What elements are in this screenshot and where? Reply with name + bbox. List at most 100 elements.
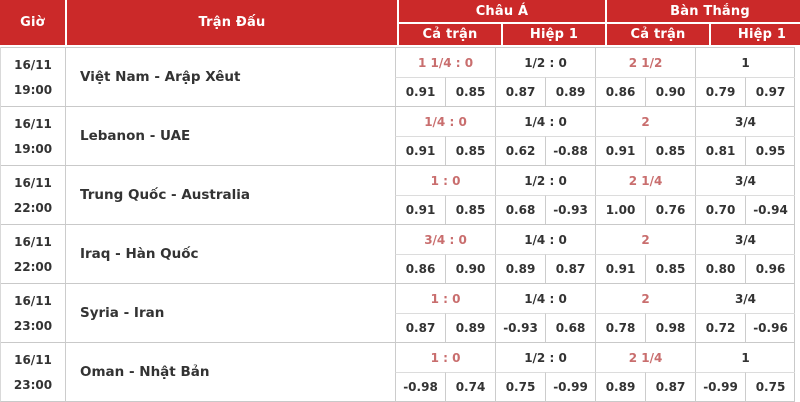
- match-row: 16/11 19:00 Lebanon - UAE 1/4 : 0 1/4 : …: [1, 106, 795, 165]
- goals-half-handicap: 3/4: [695, 107, 795, 136]
- odds-asian-full-home: 0.91: [395, 77, 445, 106]
- odds-asian-full-home: 0.91: [395, 195, 445, 224]
- asian-full-handicap: 1 : 0: [395, 166, 495, 195]
- odds-goals-full-under: 0.90: [645, 77, 695, 106]
- asian-full-handicap: 3/4 : 0: [395, 225, 495, 254]
- match-date: 16/11: [14, 116, 52, 131]
- match-time-cell: 16/11 23:00: [1, 343, 65, 401]
- asian-half-handicap: 1/4 : 0: [495, 284, 595, 313]
- match-column-header: Trận Đấu: [67, 0, 397, 45]
- match-kickoff: 22:00: [13, 259, 53, 274]
- odds-asian-full-away: 0.74: [445, 372, 495, 401]
- match-row: 16/11 23:00 Oman - Nhật Bản 1 : 0 1/2 : …: [1, 342, 795, 401]
- odds-goals-half-under: 0.97: [745, 77, 795, 106]
- goals-full-handicap: 2 1/4: [595, 166, 695, 195]
- match-teams: Trung Quốc - Australia: [65, 166, 395, 224]
- odds-goals-half-under: 0.96: [745, 254, 795, 283]
- odds-asian-full-home: 0.87: [395, 313, 445, 342]
- odds-goals-full-over: 0.86: [595, 77, 645, 106]
- odds-goals-full-under: 0.98: [645, 313, 695, 342]
- odds-asian-half-away: 0.87: [545, 254, 595, 283]
- match-time-cell: 16/11 19:00: [1, 48, 65, 106]
- asian-full-header: Cả trận: [399, 24, 501, 45]
- table-header: Giờ Trận Đấu Châu Á Bàn Thắng Cả trận Hi…: [0, 0, 800, 45]
- match-date: 16/11: [14, 234, 52, 249]
- goals-half-handicap: 3/4: [695, 225, 795, 254]
- odds-asian-half-away: 0.89: [545, 77, 595, 106]
- odds-asian-half-away: -0.93: [545, 195, 595, 224]
- goals-half-handicap: 1: [695, 48, 795, 77]
- match-kickoff: 23:00: [13, 318, 53, 333]
- odds-asian-full-away: 0.85: [445, 136, 495, 165]
- match-teams: Syria - Iran: [65, 284, 395, 342]
- match-date: 16/11: [14, 293, 52, 308]
- asian-full-handicap: 1 1/4 : 0: [395, 48, 495, 77]
- odds-goals-full-over: 0.78: [595, 313, 645, 342]
- table-body: 16/11 19:00 Việt Nam - Arập Xêut 1 1/4 :…: [0, 47, 795, 402]
- match-time-cell: 16/11 22:00: [1, 166, 65, 224]
- match-teams: Oman - Nhật Bản: [65, 343, 395, 401]
- goals-half-handicap: 3/4: [695, 166, 795, 195]
- match-teams: Lebanon - UAE: [65, 107, 395, 165]
- asian-half-handicap: 1/4 : 0: [495, 107, 595, 136]
- odds-asian-full-away: 0.85: [445, 77, 495, 106]
- odds-goals-full-over: 0.91: [595, 254, 645, 283]
- match-row: 16/11 23:00 Syria - Iran 1 : 0 1/4 : 0 2…: [1, 283, 795, 342]
- asian-half-header: Hiệp 1: [503, 24, 605, 45]
- goals-half-header: Hiệp 1: [711, 24, 800, 45]
- asian-half-handicap: 1/2 : 0: [495, 343, 595, 372]
- match-kickoff: 19:00: [13, 82, 53, 97]
- goals-group-header: Bàn Thắng: [607, 0, 800, 22]
- odds-goals-half-over: -0.99: [695, 372, 745, 401]
- odds-asian-full-home: -0.98: [395, 372, 445, 401]
- match-time-cell: 16/11 22:00: [1, 225, 65, 283]
- asian-half-handicap: 1/4 : 0: [495, 225, 595, 254]
- asian-full-handicap: 1 : 0: [395, 284, 495, 313]
- match-row: 16/11 19:00 Việt Nam - Arập Xêut 1 1/4 :…: [1, 47, 795, 106]
- match-date: 16/11: [14, 352, 52, 367]
- asian-full-handicap: 1/4 : 0: [395, 107, 495, 136]
- odds-goals-full-under: 0.76: [645, 195, 695, 224]
- odds-goals-half-under: -0.96: [745, 313, 795, 342]
- odds-asian-half-home: 0.87: [495, 77, 545, 106]
- odds-asian-half-home: -0.93: [495, 313, 545, 342]
- odds-goals-half-under: 0.95: [745, 136, 795, 165]
- goals-full-handicap: 2 1/2: [595, 48, 695, 77]
- odds-goals-full-over: 1.00: [595, 195, 645, 224]
- odds-asian-half-home: 0.68: [495, 195, 545, 224]
- asian-half-handicap: 1/2 : 0: [495, 166, 595, 195]
- odds-asian-half-away: 0.68: [545, 313, 595, 342]
- match-row: 16/11 22:00 Iraq - Hàn Quốc 3/4 : 0 1/4 …: [1, 224, 795, 283]
- odds-asian-half-away: -0.99: [545, 372, 595, 401]
- match-time-cell: 16/11 23:00: [1, 284, 65, 342]
- odds-goals-full-under: 0.87: [645, 372, 695, 401]
- goals-half-handicap: 1: [695, 343, 795, 372]
- asian-handicap-group-header: Châu Á: [399, 0, 605, 22]
- odds-asian-full-away: 0.85: [445, 195, 495, 224]
- odds-goals-half-over: 0.72: [695, 313, 745, 342]
- odds-goals-half-over: 0.80: [695, 254, 745, 283]
- goals-full-handicap: 2 1/4: [595, 343, 695, 372]
- odds-asian-full-home: 0.91: [395, 136, 445, 165]
- match-date: 16/11: [14, 175, 52, 190]
- match-time-cell: 16/11 19:00: [1, 107, 65, 165]
- match-teams: Việt Nam - Arập Xêut: [65, 48, 395, 106]
- goals-full-header: Cả trận: [607, 24, 709, 45]
- goals-full-handicap: 2: [595, 107, 695, 136]
- odds-goals-half-over: 0.79: [695, 77, 745, 106]
- goals-full-handicap: 2: [595, 225, 695, 254]
- odds-asian-full-away: 0.90: [445, 254, 495, 283]
- odds-asian-half-away: -0.88: [545, 136, 595, 165]
- match-row: 16/11 22:00 Trung Quốc - Australia 1 : 0…: [1, 165, 795, 224]
- odds-asian-full-home: 0.86: [395, 254, 445, 283]
- asian-half-handicap: 1/2 : 0: [495, 48, 595, 77]
- goals-half-handicap: 3/4: [695, 284, 795, 313]
- odds-goals-full-over: 0.89: [595, 372, 645, 401]
- odds-goals-full-under: 0.85: [645, 136, 695, 165]
- odds-asian-half-home: 0.62: [495, 136, 545, 165]
- match-kickoff: 23:00: [13, 377, 53, 392]
- odds-asian-full-away: 0.89: [445, 313, 495, 342]
- goals-full-handicap: 2: [595, 284, 695, 313]
- odds-asian-half-home: 0.75: [495, 372, 545, 401]
